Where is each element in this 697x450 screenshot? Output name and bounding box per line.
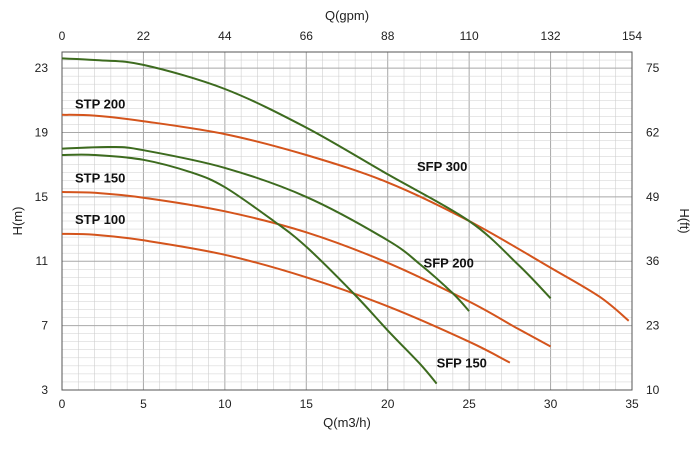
series-labels: STP 200 STP 150 STP 100 SFP 300 SFP 200 SFP 1… [75, 96, 487, 370]
series-label-sfp-200: SFP 200 [424, 256, 474, 271]
grid [61, 51, 633, 391]
x-tick-label: 30 [544, 397, 558, 411]
x2-tick-label: 88 [381, 29, 395, 43]
series-line-sfp-150 [61, 153, 438, 385]
plot-frame [61, 51, 633, 391]
x-tick-label: 10 [218, 397, 232, 411]
series-line-stp-200 [61, 113, 630, 322]
x-tick-label: 20 [381, 397, 395, 411]
series-label-stp-200: STP 200 [75, 96, 125, 111]
series-line-stp-150 [61, 191, 552, 348]
y2-tick-label: 36 [646, 254, 660, 268]
series-line-sfp-300 [61, 57, 552, 299]
x-axis-title: Q(m3/h) [323, 415, 371, 430]
series-label-sfp-300: SFP 300 [417, 159, 467, 174]
x-tick-label: 15 [300, 397, 314, 411]
y-tick-label: 19 [35, 125, 49, 139]
tick-labels: 0 5 10 15 20 25 30 35 3 7 11 15 19 23 0 22 44 66 88 110 132 1… [35, 29, 660, 411]
x2-tick-label: 110 [460, 29, 479, 43]
x-tick-label: 35 [625, 397, 639, 411]
x2-tick-label: 22 [137, 29, 151, 43]
y2-tick-label: 75 [646, 61, 660, 75]
y2-axis-title: H(ft) [677, 208, 692, 233]
series-layer [61, 57, 630, 385]
y2-tick-label: 49 [646, 190, 660, 204]
y-tick-label: 23 [35, 61, 49, 75]
y2-tick-label: 62 [646, 125, 660, 139]
x2-tick-label: 44 [218, 29, 232, 43]
x2-tick-label: 132 [541, 29, 561, 43]
y-tick-label: 7 [41, 319, 48, 333]
x2-tick-label: 0 [59, 29, 66, 43]
y-tick-label: 15 [35, 190, 49, 204]
x-tick-label: 25 [462, 397, 476, 411]
y2-tick-label: 23 [646, 319, 660, 333]
x2-tick-label: 154 [622, 29, 642, 43]
series-label-sfp-150: SFP 150 [437, 355, 487, 370]
x-tick-label: 0 [59, 397, 66, 411]
series-line-stp-100 [61, 232, 511, 364]
y-tick-label: 3 [41, 383, 48, 397]
series-label-stp-150: STP 150 [75, 170, 125, 185]
series-label-stp-100: STP 100 [75, 212, 125, 227]
x2-axis-title: Q(gpm) [325, 8, 369, 23]
y-tick-label: 11 [36, 254, 49, 268]
series-line-sfp-200 [61, 145, 470, 312]
x2-tick-label: 66 [300, 29, 314, 43]
y2-tick-label: 10 [646, 383, 660, 397]
y-axis-title: H(m) [10, 207, 25, 236]
x-tick-label: 5 [140, 397, 147, 411]
